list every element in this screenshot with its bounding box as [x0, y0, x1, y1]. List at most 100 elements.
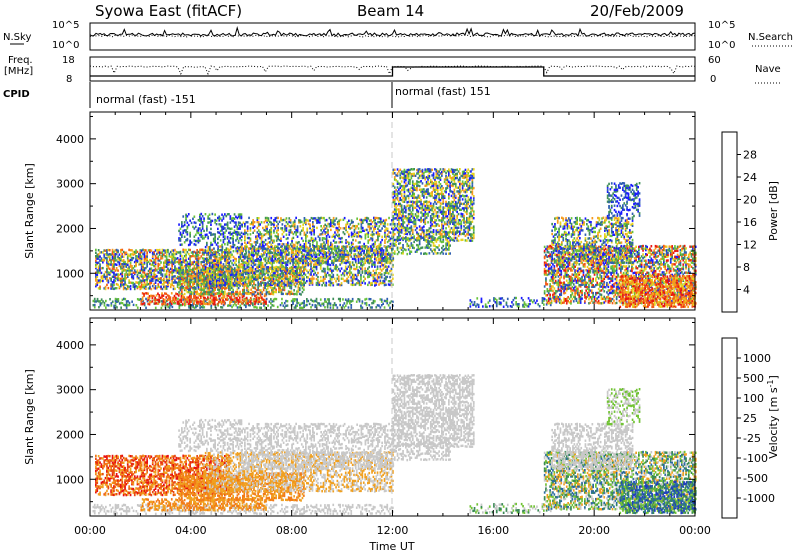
range-cell	[186, 298, 188, 301]
range-cell	[275, 261, 278, 264]
range-cell	[283, 285, 286, 288]
range-cell	[241, 251, 243, 254]
range-cell	[221, 287, 223, 290]
range-cell	[181, 254, 183, 258]
range-cell	[128, 265, 130, 269]
range-cell	[282, 251, 285, 254]
range-cell	[99, 265, 101, 268]
range-cell	[270, 255, 272, 258]
range-cell	[321, 216, 324, 220]
range-cell	[329, 281, 332, 284]
range-cell	[248, 300, 251, 303]
range-cell	[359, 247, 361, 250]
range-cell	[357, 235, 360, 238]
range-cell	[200, 294, 202, 297]
range-cell	[182, 273, 185, 276]
range-cell	[120, 267, 122, 270]
range-cell	[201, 269, 204, 273]
range-cell	[108, 273, 111, 276]
range-cell	[272, 304, 275, 307]
range-cell	[146, 253, 148, 256]
range-cell	[328, 235, 331, 238]
range-cell	[346, 250, 348, 253]
range-cell	[215, 255, 218, 258]
range-cell	[378, 245, 380, 248]
range-cell	[289, 293, 291, 296]
range-cell	[342, 257, 345, 260]
range-cell	[207, 297, 210, 301]
range-cell	[338, 257, 340, 260]
range-cell	[275, 245, 278, 248]
range-cell	[345, 227, 347, 230]
range-cell	[342, 277, 344, 280]
range-cell	[359, 249, 361, 253]
range-cell	[210, 285, 212, 288]
range-cell	[151, 255, 154, 258]
range-cell	[219, 292, 222, 296]
range-cell	[207, 296, 209, 299]
range-cell	[252, 223, 254, 226]
range-cell	[140, 250, 143, 254]
range-cell	[201, 280, 204, 283]
range-cell	[160, 277, 162, 280]
range-cell	[224, 276, 226, 279]
range-cell	[331, 269, 333, 272]
range-cell	[211, 270, 214, 274]
range-cell	[323, 216, 325, 220]
range-cell	[281, 282, 283, 285]
range-cell	[301, 284, 304, 287]
range-cell	[257, 302, 260, 305]
range-cell	[151, 300, 154, 303]
range-cell	[210, 282, 212, 286]
range-cell	[224, 259, 226, 263]
range-cell	[144, 292, 147, 295]
range-cell	[133, 260, 136, 264]
nave-label: Nave	[755, 64, 781, 75]
range-cell	[232, 245, 235, 249]
range-cell	[349, 265, 351, 268]
range-cell	[345, 239, 347, 242]
range-cell	[364, 267, 366, 270]
range-cell	[204, 286, 207, 290]
range-cell	[286, 271, 289, 275]
range-cell	[343, 251, 346, 254]
range-cell	[207, 261, 210, 264]
range-cell	[143, 293, 145, 296]
range-cell	[264, 249, 267, 253]
range-cell	[341, 251, 343, 254]
range-cell	[217, 284, 219, 288]
range-cell	[285, 224, 288, 228]
range-cell	[368, 225, 371, 228]
range-cell	[335, 253, 337, 257]
range-cell	[281, 271, 283, 274]
range-cell	[135, 259, 137, 262]
range-cell	[95, 275, 97, 278]
range-cell	[100, 302, 103, 305]
range-cell	[335, 217, 338, 220]
range-cell	[125, 283, 128, 287]
range-cell	[187, 271, 190, 274]
range-cell	[106, 275, 108, 278]
range-cell	[214, 276, 217, 279]
range-cell	[168, 275, 171, 278]
range-cell	[160, 251, 162, 254]
range-cell	[213, 294, 216, 297]
range-cell	[104, 253, 107, 256]
range-cell	[360, 273, 362, 277]
range-cell	[306, 257, 309, 260]
range-cell	[291, 239, 293, 242]
range-cell	[262, 235, 264, 238]
range-cell	[346, 299, 348, 303]
range-cell	[121, 266, 124, 270]
range-cell	[135, 281, 137, 284]
range-cell	[222, 279, 225, 282]
range-cell	[360, 225, 363, 228]
range-cell	[293, 261, 296, 264]
range-cell	[369, 298, 372, 301]
range-cell	[369, 271, 372, 275]
range-cell	[378, 250, 381, 254]
range-cell	[345, 225, 347, 228]
range-cell	[248, 241, 250, 244]
range-cell	[273, 240, 275, 244]
range-cell	[254, 263, 257, 266]
